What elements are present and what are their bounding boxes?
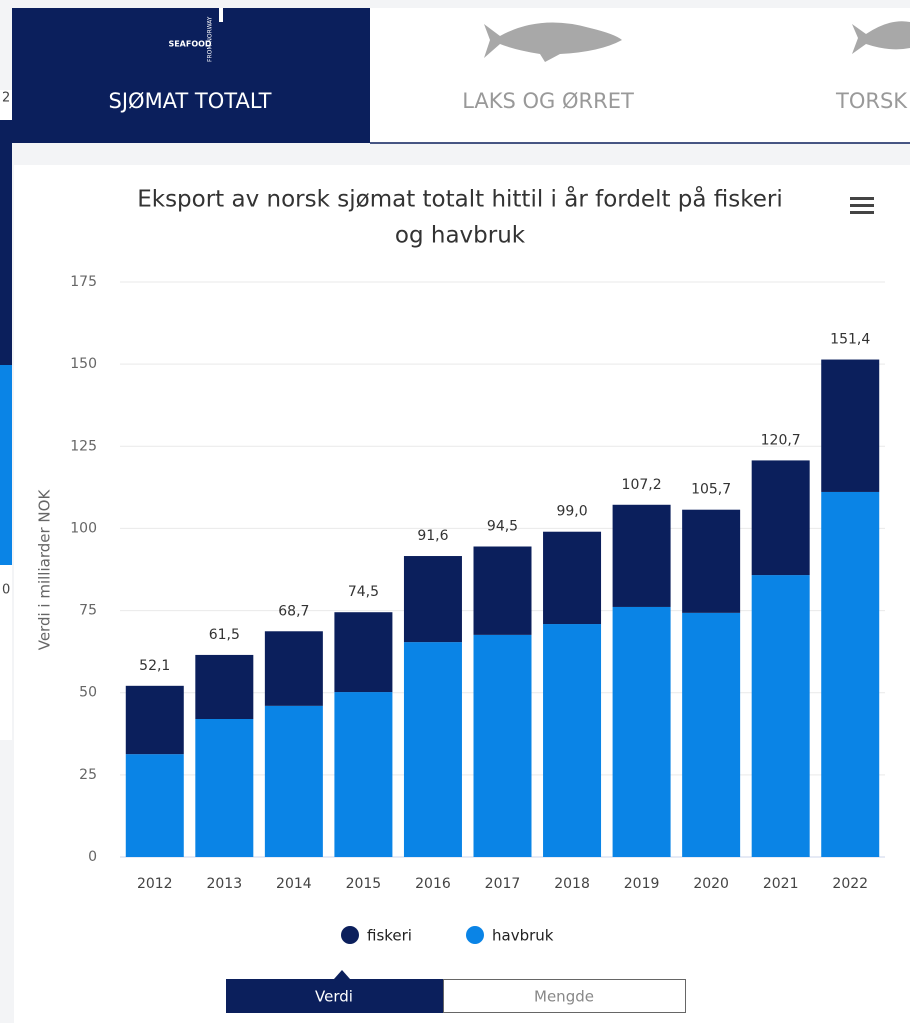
bar-segment [821,491,880,857]
stack-label: 94,5 [487,519,518,535]
y-tick-label: 175 [70,274,97,290]
x-tick-label: 2016 [415,876,451,892]
button[interactable] [226,979,443,1013]
y-tick-label: 75 [79,603,97,619]
logo-sub: FROM NORWAY [207,16,214,62]
fragment-bar [0,365,12,565]
x-tick-label: 2012 [137,876,173,892]
nav-tab[interactable]: SJØMAT TOTALT [109,89,272,113]
bar-segment [125,754,184,857]
stack-label: 107,2 [622,477,662,493]
x-tick-label: 2018 [554,876,590,892]
y-axis-label: Verdi i milliarder NOK [36,489,54,651]
nav-tab[interactable]: LAKS OG ØRRET [462,89,634,113]
bar-segment [195,719,254,857]
button-label[interactable]: Mengde [534,988,594,1006]
legend-label[interactable]: fiskeri [367,927,412,945]
bar-segment [403,556,462,643]
bar-segment [195,654,254,719]
x-tick-label: 2020 [693,876,729,892]
logo-mark [219,8,223,22]
y-tick-label: 125 [70,438,97,454]
y-tick-label: 150 [70,356,97,372]
stack-label: 52,1 [139,658,170,674]
stack-label: 91,6 [417,528,448,544]
fish-icon [852,21,910,54]
nav-tab-active[interactable] [12,8,370,143]
x-tick-label: 2015 [346,876,382,892]
bar-segment [473,634,532,857]
bar-segment [543,531,602,625]
chart-title: og havbruk [395,223,526,249]
logo: SEAFOOD [168,40,211,49]
bar-segment [264,631,323,706]
legend-marker[interactable] [466,926,484,944]
stack-label: 68,7 [278,603,309,619]
fragment-bar [0,120,12,365]
fragment-label: 0 [2,583,10,598]
stack-label: 99,0 [556,504,587,520]
button-label[interactable]: Verdi [315,988,353,1006]
chart-title: Eksport av norsk sjømat totalt hittil i … [137,185,783,213]
bar-segment [682,509,741,613]
stack-label: 105,7 [691,482,731,498]
y-tick-label: 100 [70,520,97,536]
x-tick-label: 2019 [624,876,660,892]
bar-segment [612,504,671,607]
x-tick-label: 2013 [206,876,242,892]
bar-segment [821,359,880,492]
x-tick-label: 2014 [276,876,312,892]
button[interactable] [443,979,686,1013]
y-tick-label: 0 [88,849,97,865]
legend-marker[interactable] [341,926,359,944]
stack-label: 74,5 [348,584,379,600]
nav-tab[interactable]: TORSK [835,89,908,113]
bar-segment [682,612,741,857]
x-tick-label: 2022 [832,876,868,892]
x-tick-label: 2017 [485,876,521,892]
bar-segment [334,612,393,693]
fragment-label: 2 [2,91,10,106]
bar-segment [751,575,810,857]
x-tick-label: 2021 [763,876,799,892]
bar-segment [125,685,184,755]
bar-segment [473,546,532,635]
bar-segment [264,705,323,857]
stack-label: 151,4 [830,332,870,348]
stack-label: 61,5 [209,627,240,643]
bar-segment [543,624,602,857]
y-tick-label: 50 [79,685,97,701]
legend-label[interactable]: havbruk [492,927,554,945]
y-tick-label: 25 [79,767,97,783]
bar-segment [612,606,671,857]
bar-segment [334,692,393,857]
fish-icon [484,22,622,62]
bar-segment [751,460,810,576]
menu-icon[interactable] [850,197,874,214]
bar-segment [403,642,462,857]
stack-label: 120,7 [761,432,801,448]
button-pointer [334,970,350,979]
